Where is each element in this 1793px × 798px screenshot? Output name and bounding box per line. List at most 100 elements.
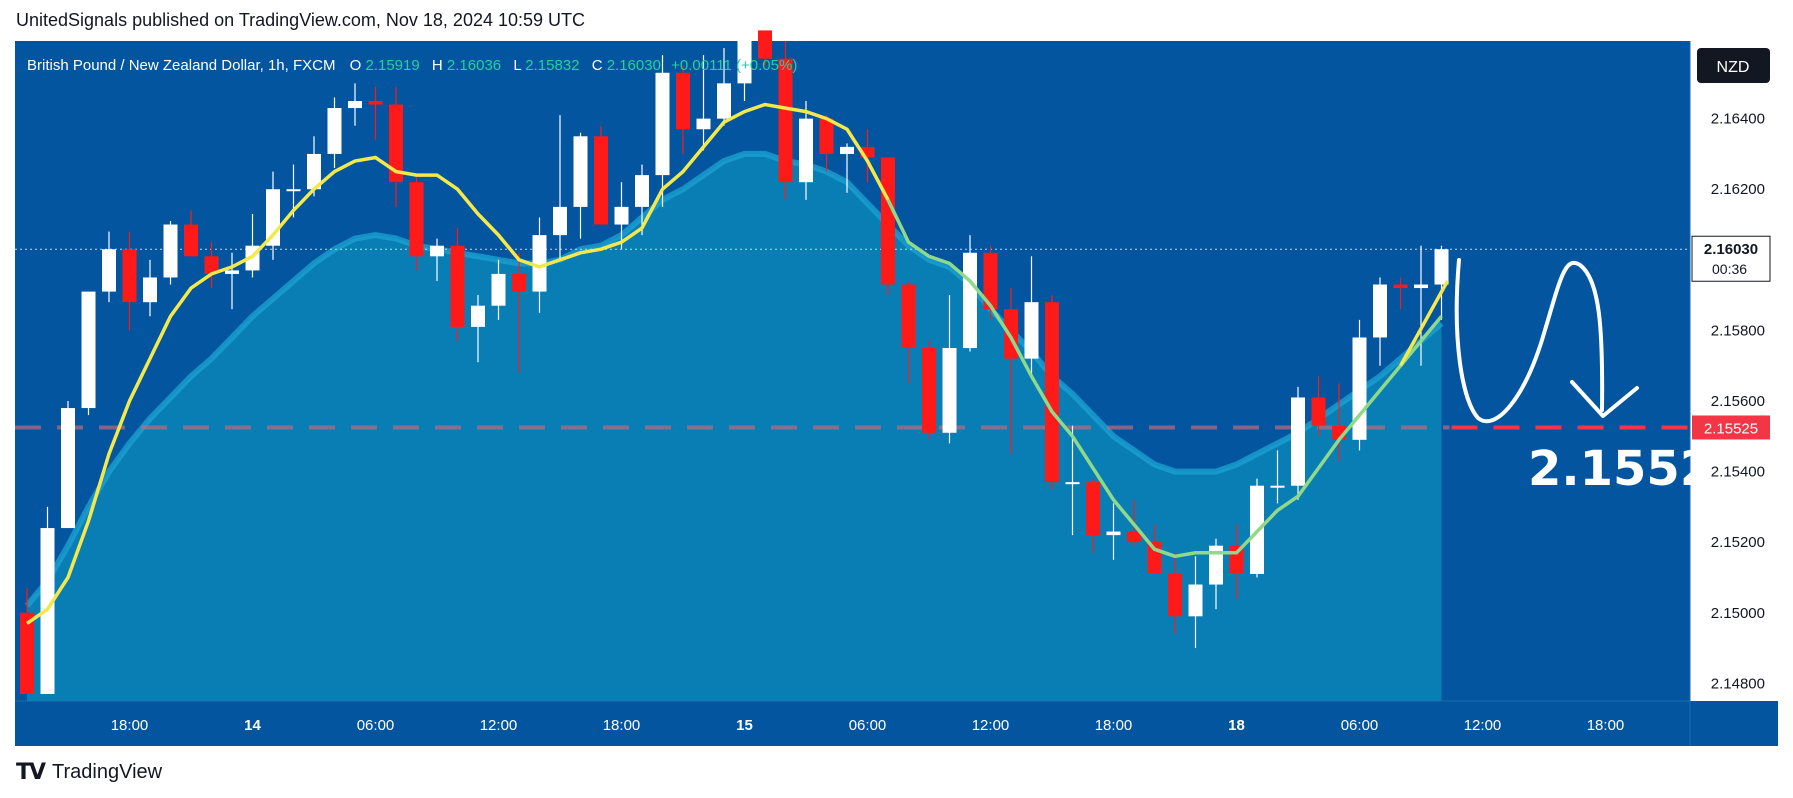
candle-body <box>676 72 690 130</box>
brand-name: TradingView <box>52 761 163 783</box>
candles <box>20 26 1449 694</box>
candle-body <box>1086 482 1100 536</box>
candle-body <box>1393 284 1408 289</box>
current-price-tag <box>1691 235 1771 282</box>
candle-body <box>532 235 547 292</box>
candle-body <box>307 153 321 190</box>
y-tick-label: 2.15400 <box>1711 464 1765 481</box>
candle-body <box>922 348 936 433</box>
candle-body <box>225 270 239 274</box>
arrow-head-icon <box>1570 380 1639 418</box>
x-tick-label: 15 <box>736 717 753 734</box>
bar-countdown: 00:36 <box>1712 261 1747 277</box>
legend-change: +0.00111 (+0.05%) <box>671 57 797 74</box>
candle-body <box>614 206 629 225</box>
x-tick-label: 18:00 <box>603 717 641 734</box>
candle-body <box>1209 545 1223 585</box>
ema-fast-line-yellow <box>26 102 890 625</box>
candle-body <box>1024 302 1039 359</box>
candle-body <box>901 284 916 349</box>
candle-body <box>553 206 567 236</box>
legend-o-label: O <box>350 57 362 74</box>
y-tick-label: 2.16400 <box>1711 111 1765 128</box>
candle-body <box>983 252 998 310</box>
candle-body <box>471 305 485 327</box>
legend-symbol: British Pound / New Zealand Dollar, 1h, … <box>27 57 335 74</box>
candle-body <box>1414 284 1428 289</box>
y-tick-label: 2.16200 <box>1711 181 1765 198</box>
projection-squiggle-arrow <box>1454 258 1605 424</box>
x-tick-label: 18 <box>1228 717 1245 734</box>
candle-body <box>143 277 157 303</box>
candle-body <box>963 252 977 349</box>
x-tick-label: 12:00 <box>480 717 518 734</box>
tradingview-logo: TV <box>16 760 46 785</box>
currency-badge-label: NZD <box>1717 59 1750 76</box>
candle-body <box>737 30 752 84</box>
candle-body <box>1270 485 1285 488</box>
currency-badge[interactable] <box>1697 48 1770 83</box>
target-price-annotation: 2.1552 <box>1528 441 1713 497</box>
candle-body <box>20 612 34 694</box>
legend-l-label: L <box>513 57 521 74</box>
y-tick-label: 2.15600 <box>1711 393 1765 410</box>
candle-body <box>368 101 383 105</box>
x-tick-label: 18:00 <box>1095 717 1133 734</box>
candle-body <box>430 245 444 257</box>
ema-fast-line-green <box>886 199 1443 559</box>
legend: British Pound / New Zealand Dollar, 1h, … <box>27 57 797 74</box>
candle-body <box>102 249 116 292</box>
y-tick-label: 2.14800 <box>1711 675 1765 692</box>
ema-slow-line <box>24 150 1444 608</box>
candle-body <box>1127 531 1141 543</box>
candle-body <box>450 245 465 327</box>
candle-body <box>1434 249 1449 285</box>
legend-o-value: 2.15919 <box>365 57 419 74</box>
candle-body <box>1004 309 1018 359</box>
current-price-value: 2.16030 <box>1704 241 1758 258</box>
candle-body <box>327 108 342 154</box>
x-tick-label: 06:00 <box>357 717 395 734</box>
x-tick-label: 06:00 <box>1341 717 1379 734</box>
ema-lines <box>26 102 1450 625</box>
legend-h-label: H <box>432 57 443 74</box>
candle-body <box>573 136 588 207</box>
candle-body <box>1373 284 1387 338</box>
candle-body <box>1311 397 1326 426</box>
y-tick-label: 2.15800 <box>1711 322 1765 339</box>
support-price-value: 2.15525 <box>1704 420 1758 437</box>
legend-l-value: 2.15832 <box>525 57 579 74</box>
candle-body <box>81 291 96 409</box>
price-axis[interactable] <box>1690 41 1778 701</box>
candle-body <box>881 157 895 285</box>
candle-body <box>163 224 178 278</box>
candle-body <box>389 104 403 183</box>
candle-body <box>122 249 137 303</box>
candle-body <box>1106 531 1121 536</box>
tradingview-brand: TV TradingView <box>16 760 162 785</box>
candle-body <box>778 58 793 183</box>
candle-body <box>860 146 875 158</box>
x-tick-label: 06:00 <box>849 717 887 734</box>
candle-body <box>799 118 813 183</box>
candle-body <box>1168 573 1182 617</box>
legend-c-value: 2.16030 <box>607 57 661 74</box>
legend-h-value: 2.16036 <box>447 57 501 74</box>
candle-body <box>635 175 649 207</box>
candle-body <box>758 30 772 59</box>
candle-body <box>512 273 526 292</box>
x-tick-label: 12:00 <box>972 717 1010 734</box>
candle-body <box>819 118 834 154</box>
candle-body <box>717 83 731 119</box>
candle-body <box>184 224 198 257</box>
x-tick-label: 18:00 <box>1587 717 1625 734</box>
candle-body <box>840 146 854 154</box>
candle-body <box>594 136 608 225</box>
candle-body <box>61 408 75 529</box>
time-axis[interactable] <box>15 701 1690 746</box>
support-price-tag <box>1692 415 1770 440</box>
candle-body <box>1045 302 1059 483</box>
x-tick-label: 12:00 <box>1464 717 1502 734</box>
candle-body <box>1352 337 1367 440</box>
